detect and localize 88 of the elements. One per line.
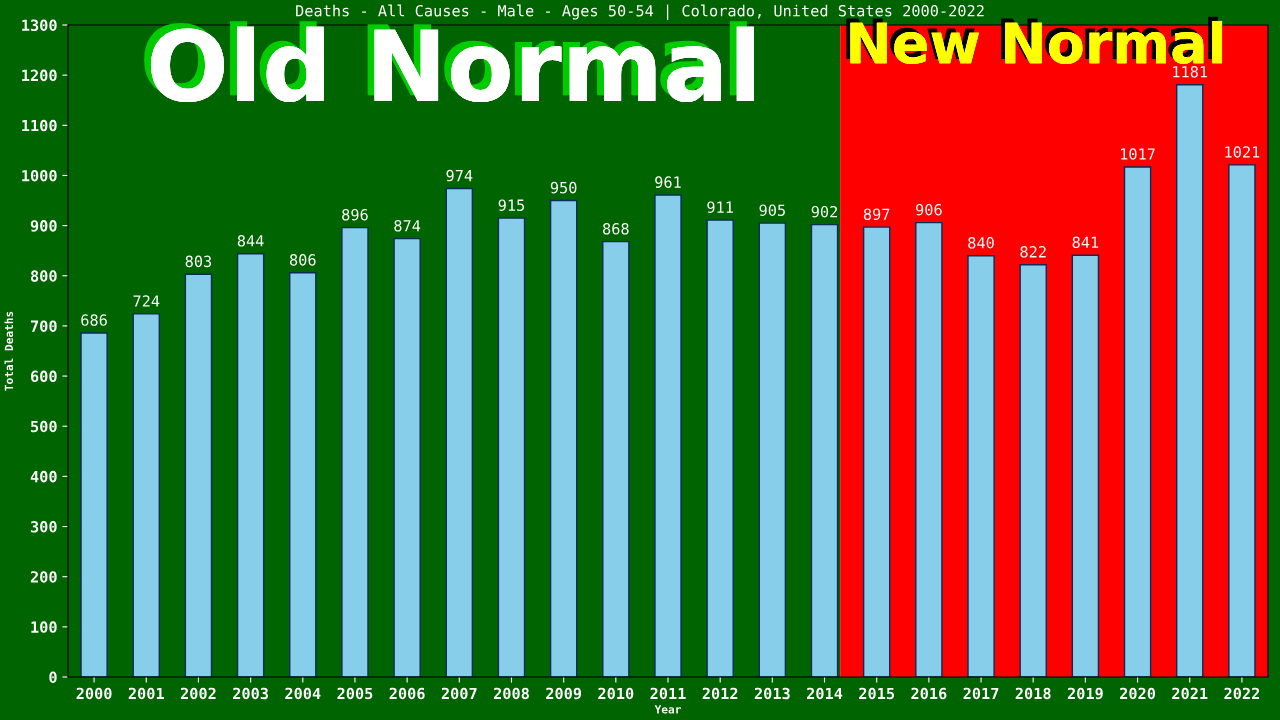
x-tick-label: 2021: [1172, 687, 1208, 700]
data-label: 840: [968, 237, 994, 249]
data-label: 803: [185, 255, 212, 268]
bar: [445, 187, 474, 677]
bar: [810, 223, 839, 677]
x-tick-label: 2016: [911, 687, 947, 700]
bar: [967, 255, 995, 677]
x-tick-label: 2008: [493, 687, 529, 700]
bar: [1176, 83, 1204, 677]
data-label: 868: [603, 222, 629, 235]
y-tick-label: 1100: [22, 119, 57, 132]
x-tick-label: 2005: [337, 687, 373, 700]
bar: [236, 253, 265, 677]
data-label: 902: [811, 205, 838, 218]
data-label: 906: [916, 203, 942, 216]
x-tick-label: 2018: [1015, 687, 1051, 700]
bar: [184, 273, 213, 677]
y-tick-label: 1000: [22, 169, 57, 182]
x-tick-label: 2015: [859, 687, 895, 700]
x-tick-label: 2003: [233, 687, 269, 700]
data-label: 724: [133, 295, 160, 307]
x-tick-label: 2012: [702, 687, 738, 700]
y-tick-label: 1200: [22, 69, 57, 82]
y-axis-title: Total Deaths: [4, 311, 14, 391]
data-label: 897: [863, 208, 890, 220]
band-label: Old Normal: [144, 21, 754, 103]
y-tick-label: 0: [49, 671, 57, 684]
bar: [289, 272, 317, 677]
y-tick-label: 400: [30, 470, 57, 483]
x-tick-label: 2004: [285, 687, 321, 700]
data-label: 1021: [1225, 146, 1260, 158]
bar: [706, 219, 734, 677]
y-tick-label: 700: [31, 320, 57, 332]
y-tick-label: 500: [31, 420, 57, 433]
bar: [549, 199, 578, 677]
bar: [915, 221, 943, 677]
y-tick-label: 900: [30, 220, 57, 232]
data-label: 974: [446, 169, 473, 182]
x-tick-label: 2000: [76, 687, 112, 700]
bar: [1071, 254, 1100, 677]
bar: [758, 222, 787, 677]
band-label: New Normal: [850, 20, 1223, 64]
x-tick-label: 2011: [650, 687, 686, 700]
data-label: 915: [498, 199, 525, 211]
data-label: 896: [342, 208, 368, 221]
bar: [132, 313, 160, 677]
bar: [1228, 164, 1256, 677]
bar: [341, 226, 369, 677]
y-tick-label: 1300: [22, 19, 57, 32]
data-label: 905: [759, 204, 785, 216]
x-tick-label: 2006: [389, 687, 425, 700]
x-tick-label: 2010: [598, 687, 634, 700]
data-label: 1181: [1173, 66, 1208, 78]
x-tick-label: 2013: [754, 687, 790, 700]
x-tick-label: 2019: [1067, 687, 1103, 700]
y-tick-label: 300: [30, 521, 57, 533]
bar: [393, 237, 421, 677]
bar: [862, 226, 891, 677]
bar: [602, 240, 630, 677]
x-tick-label: 2014: [806, 687, 843, 700]
x-axis-title: Year: [654, 705, 681, 714]
y-tick-label: 200: [30, 571, 57, 583]
bar: [497, 217, 526, 677]
data-label: 822: [1020, 246, 1046, 258]
data-label: 911: [707, 201, 733, 213]
x-tick-label: 2017: [963, 687, 999, 700]
x-tick-label: 2022: [1224, 687, 1260, 700]
data-label: 686: [81, 314, 107, 326]
data-label: 874: [394, 219, 421, 232]
chart-title: Deaths - All Causes - Male - Ages 50-54 | Colorado, United States 2000-2022: [296, 4, 984, 20]
data-label: 844: [237, 235, 264, 247]
data-label: 841: [1072, 236, 1099, 249]
x-tick-label: 2020: [1120, 687, 1156, 700]
x-tick-label: 2001: [128, 687, 164, 700]
bar: [1019, 264, 1047, 677]
data-label: 961: [655, 176, 681, 188]
y-tick-label: 100: [31, 621, 57, 633]
data-label: 950: [550, 181, 577, 194]
y-tick-label: 600: [30, 370, 57, 383]
bar: [654, 194, 682, 677]
bar: [1123, 166, 1152, 677]
x-tick-label: 2002: [180, 687, 216, 700]
data-label: 1017: [1121, 148, 1155, 160]
x-tick-label: 2007: [441, 687, 477, 700]
y-tick-label: 800: [30, 270, 57, 282]
data-label: 806: [289, 254, 316, 266]
x-tick-label: 2009: [546, 687, 582, 700]
bar: [80, 332, 108, 677]
